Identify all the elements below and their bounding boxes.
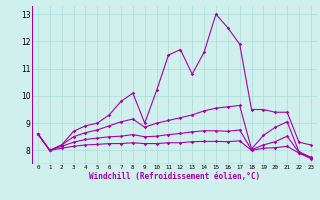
X-axis label: Windchill (Refroidissement éolien,°C): Windchill (Refroidissement éolien,°C) — [89, 172, 260, 181]
